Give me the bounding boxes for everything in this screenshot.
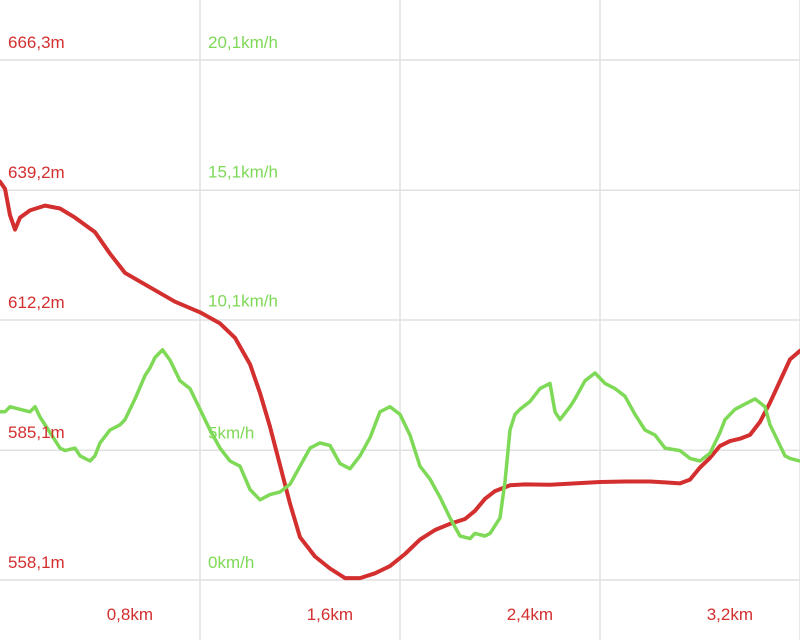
x-tick-label: 0,8km (107, 605, 153, 624)
x-tick-label: 2,4km (507, 605, 553, 624)
y-left-tick-label: 558,1m (8, 553, 65, 572)
y-right-tick-label: 20,1km/h (208, 33, 278, 52)
y-right-tick-label: 0km/h (208, 553, 254, 572)
y-left-tick-label: 612,2m (8, 293, 65, 312)
speed-series-line (0, 348, 800, 541)
y-right-tick-label: 10,1km/h (208, 292, 278, 311)
plot-area (0, 179, 800, 581)
y-right-tick-label: 5km/h (208, 424, 254, 443)
x-tick-label: 3,2km (707, 605, 753, 624)
y-right-tick-label: 15,1km/h (208, 162, 278, 181)
y-left-tick-label: 666,3m (8, 33, 65, 52)
elevation-series-line (0, 179, 800, 581)
x-tick-label: 1,6km (307, 605, 353, 624)
tick-labels: 666,3m 639,2m 612,2m 585,1m 558,1m 20,1km/h 15… (8, 33, 753, 624)
y-left-tick-label: 585,1m (8, 423, 65, 442)
y-left-tick-label: 639,2m (8, 163, 65, 182)
